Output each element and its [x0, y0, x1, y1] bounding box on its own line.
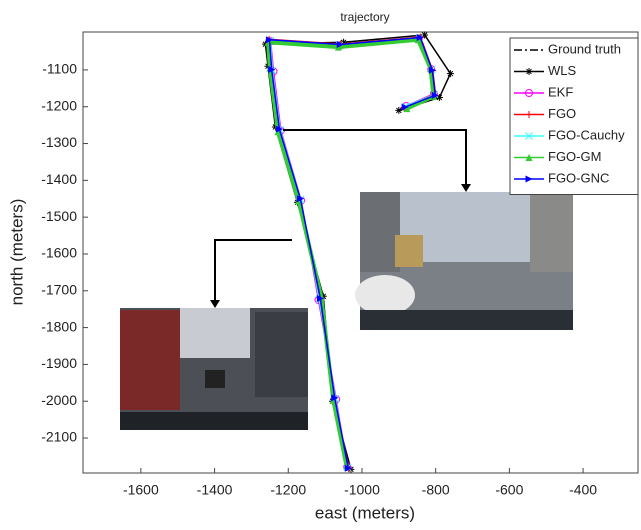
arrow: [214, 239, 292, 300]
photo-bus: [395, 235, 423, 267]
legend-box: [509, 37, 639, 195]
marker: [336, 41, 344, 49]
photo-car: [205, 370, 225, 388]
marker: [316, 295, 324, 303]
chart-title: trajectory: [340, 10, 389, 24]
marker: [275, 125, 283, 133]
trajectory-line: [268, 36, 437, 469]
marker: [421, 31, 429, 39]
arrow: [283, 129, 467, 184]
photo-car: [355, 275, 415, 315]
y-tick-label: -1600: [41, 245, 77, 261]
photo-hood: [360, 310, 573, 330]
legend-label: FGO-GM: [548, 149, 601, 164]
y-tick-label: -1500: [41, 208, 77, 224]
legend: Ground truth WLS EKF FGO FGO-Cauchy FGO-GM FGO…: [509, 37, 639, 195]
x-tick-label: -1600: [123, 482, 159, 498]
y-tick-label: -2100: [41, 429, 77, 445]
y-tick-label: -1700: [41, 281, 77, 297]
marker: [431, 91, 439, 99]
marker: [347, 465, 355, 473]
arrowhead: [461, 184, 471, 192]
x-tick-label: -400: [569, 482, 597, 498]
x-tick-label: -1000: [344, 482, 380, 498]
y-tick-label: -1800: [41, 318, 77, 334]
marker: [401, 103, 409, 111]
legend-label: WLS: [548, 63, 577, 78]
insets: [120, 129, 573, 430]
x-tick-label: -800: [422, 482, 450, 498]
marker: [268, 66, 276, 74]
marker: [416, 34, 424, 42]
y-axis-label: north (meters): [7, 199, 26, 306]
y-tick-label: -1100: [42, 61, 77, 77]
photo-bus: [255, 312, 308, 397]
x-tick-label: -1400: [197, 482, 233, 498]
marker: [525, 154, 533, 161]
marker: [331, 394, 339, 402]
photo-bus: [120, 310, 180, 410]
marker: [525, 111, 533, 118]
marker: [344, 464, 352, 472]
marker: [395, 106, 403, 114]
marker: [403, 105, 411, 113]
marker: [319, 292, 327, 300]
arrowhead: [210, 300, 220, 308]
legend-label: FGO-GNC: [548, 170, 609, 185]
photo-sky: [180, 308, 250, 358]
marker: [525, 132, 533, 140]
plot: -1600 -1400 -1200 -1000 -800 -600 -400 -2100 -20…: [41, 31, 597, 498]
y-tick-label: -1200: [41, 97, 77, 113]
y-tick-label: -1300: [41, 134, 77, 150]
legend-label: FGO-Cauchy: [548, 127, 625, 142]
photo-building: [360, 192, 400, 272]
marker: [428, 66, 436, 74]
marker: [525, 175, 533, 183]
marker: [265, 36, 273, 44]
x-tick-label: -600: [495, 482, 523, 498]
street-photo: [120, 308, 308, 430]
marker: [340, 38, 348, 46]
legend-label: EKF: [548, 84, 573, 99]
y-tick-label: -2000: [41, 392, 77, 408]
legend-label: Ground truth: [548, 41, 621, 56]
marker: [435, 94, 443, 102]
marker: [525, 89, 533, 97]
series: [265, 34, 439, 472]
y-tick-label: -1900: [41, 355, 77, 371]
x-tick-label: -1200: [270, 482, 306, 498]
marker: [446, 70, 454, 78]
photo-hood: [120, 412, 308, 430]
x-axis-label: east (meters): [315, 503, 415, 522]
photo-building: [530, 192, 573, 272]
marker: [296, 195, 304, 203]
marker: [525, 68, 533, 75]
marker: [274, 128, 282, 136]
y-tick-label: -1400: [41, 171, 77, 187]
legend-label: FGO: [548, 106, 576, 121]
street-photo: [355, 192, 573, 330]
